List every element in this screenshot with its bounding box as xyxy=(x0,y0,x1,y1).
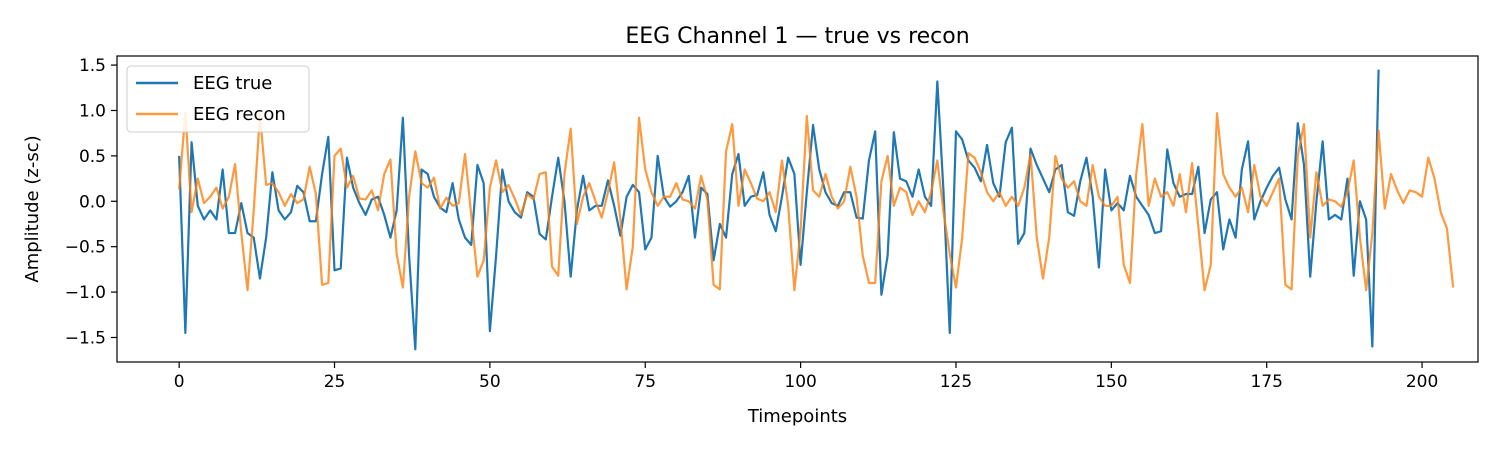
chart-title: EEG Channel 1 — true vs recon xyxy=(625,24,969,49)
x-axis: 0 25 50 75 100 125 150 175 200 xyxy=(174,362,1438,392)
plot-frame xyxy=(116,55,1479,363)
y-tick-label: −1.0 xyxy=(65,283,106,303)
y-tick-label: −0.5 xyxy=(65,238,106,258)
y-tick-label: 0.5 xyxy=(79,147,106,167)
x-tick-label: 175 xyxy=(1250,372,1282,392)
x-tick-label: 100 xyxy=(784,372,816,392)
x-tick-label: 50 xyxy=(479,372,501,392)
x-axis-label: Timepoints xyxy=(747,406,847,427)
x-tick-label: 200 xyxy=(1406,372,1438,392)
x-tick-label: 75 xyxy=(634,372,656,392)
y-tick-label: 1.0 xyxy=(79,101,106,121)
y-tick-label: −1.5 xyxy=(65,328,106,348)
x-tick-label: 150 xyxy=(1095,372,1127,392)
x-tick-label: 125 xyxy=(940,372,972,392)
y-tick-label: 0.0 xyxy=(79,192,106,212)
y-axis: −1.5 −1.0 −0.5 0.0 0.5 1.0 1.5 xyxy=(65,56,117,348)
series-line-eeg-recon xyxy=(178,111,1455,292)
legend-label-eeg-recon: EEG recon xyxy=(193,104,286,125)
series-layer xyxy=(178,69,1455,351)
y-tick-label: 1.5 xyxy=(79,56,106,76)
x-tick-label: 0 xyxy=(174,372,185,392)
x-tick-label: 25 xyxy=(324,372,346,392)
legend-label-eeg-true: EEG true xyxy=(193,73,272,94)
y-axis-label: Amplitude (z-sc) xyxy=(22,135,43,282)
legend: EEG true EEG recon xyxy=(126,65,310,133)
